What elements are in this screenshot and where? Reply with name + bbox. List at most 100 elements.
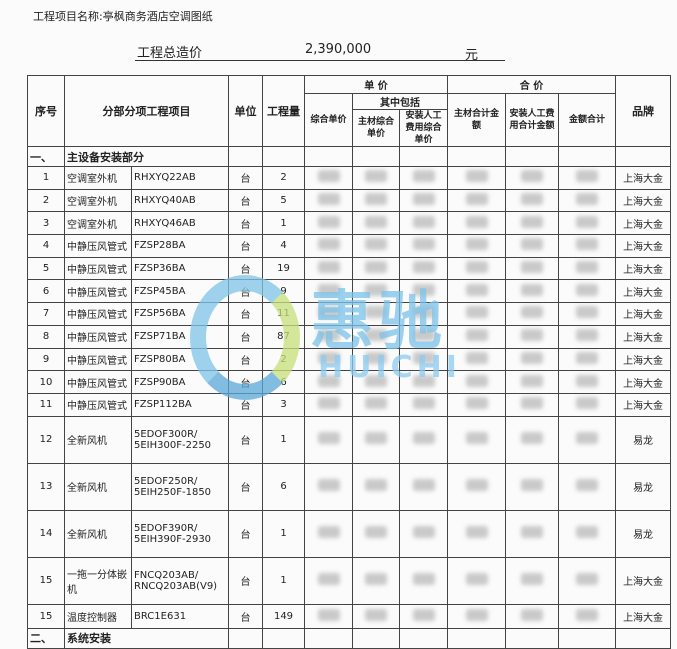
row-name: 全新风机 bbox=[64, 415, 132, 464]
header-composite-unit-price: 综合单价 bbox=[304, 93, 353, 147]
redacted-price bbox=[304, 324, 353, 349]
redacted-value bbox=[317, 306, 340, 319]
redacted-value bbox=[576, 374, 599, 387]
section-seq: 一、 bbox=[27, 146, 65, 167]
redacted-price bbox=[558, 279, 617, 304]
section-title: 主设备安装部分 bbox=[64, 146, 229, 167]
row-unit: 台 bbox=[228, 188, 263, 213]
redacted-value bbox=[412, 193, 435, 206]
row-seq: 7 bbox=[27, 302, 65, 326]
redacted-value bbox=[521, 573, 544, 586]
redacted-value bbox=[465, 351, 488, 364]
redacted-value bbox=[521, 374, 544, 387]
row-unit: 台 bbox=[228, 279, 263, 304]
header-material-unit-price: 主材综合单价 bbox=[352, 109, 400, 147]
redacted-value bbox=[521, 283, 544, 296]
project-name: 工程项目名称:亭枫商务酒店空调图纸 bbox=[33, 10, 213, 23]
redacted-price bbox=[304, 279, 353, 304]
redacted-price bbox=[505, 279, 560, 304]
redacted-value bbox=[521, 306, 544, 319]
row-unit: 台 bbox=[228, 462, 263, 511]
redacted-value bbox=[412, 170, 435, 183]
row-brand: 上海大金 bbox=[615, 370, 672, 394]
redacted-price bbox=[304, 603, 353, 629]
table-row: 5 中静压风管式 FZSP36BA 台 19 上海大金 bbox=[27, 256, 672, 281]
row-brand: 上海大金 bbox=[615, 234, 672, 258]
redacted-value bbox=[317, 351, 340, 364]
redacted-price bbox=[558, 462, 617, 511]
row-seq: 14 bbox=[27, 509, 65, 558]
redacted-value bbox=[576, 306, 599, 319]
redacted-price bbox=[447, 392, 507, 417]
redacted-value bbox=[365, 261, 387, 274]
row-unit: 台 bbox=[228, 324, 263, 349]
redacted-price bbox=[505, 603, 560, 629]
redacted-price bbox=[558, 347, 617, 372]
redacted-price bbox=[505, 324, 560, 349]
row-brand: 上海大金 bbox=[615, 256, 672, 281]
redacted-price bbox=[505, 234, 560, 258]
redacted-value bbox=[317, 215, 340, 228]
redacted-price bbox=[352, 392, 400, 417]
redacted-value bbox=[521, 608, 544, 621]
redacted-value bbox=[412, 479, 435, 492]
redacted-value bbox=[317, 261, 340, 274]
redacted-price bbox=[558, 188, 617, 213]
row-qty: 6 bbox=[262, 370, 305, 394]
redacted-price bbox=[447, 188, 507, 213]
row-brand: 上海大金 bbox=[615, 211, 672, 236]
redacted-price bbox=[398, 347, 449, 372]
redacted-price bbox=[398, 302, 449, 326]
table-row: 6 中静压风管式 FZSP45BA 台 9 上海大金 bbox=[27, 279, 672, 304]
redacted-price bbox=[398, 603, 449, 629]
redacted-price bbox=[398, 211, 449, 236]
redacted-price bbox=[398, 256, 449, 281]
row-brand: 易龙 bbox=[615, 509, 672, 558]
row-seq: 2 bbox=[27, 188, 65, 213]
redacted-value bbox=[365, 283, 387, 296]
redacted-price bbox=[505, 462, 560, 511]
redacted-price bbox=[505, 347, 560, 372]
row-brand: 易龙 bbox=[615, 415, 672, 464]
row-qty: 1 bbox=[262, 211, 305, 236]
redacted-value bbox=[465, 170, 488, 183]
redacted-price bbox=[398, 324, 449, 349]
table-row: 3 空调室外机 RHXYQ46AB 台 1 上海大金 bbox=[27, 211, 672, 236]
redacted-value bbox=[521, 329, 544, 342]
redacted-price bbox=[558, 370, 617, 394]
redacted-price bbox=[447, 347, 507, 372]
redacted-price bbox=[352, 509, 400, 558]
redacted-value bbox=[317, 608, 340, 621]
row-seq: 4 bbox=[27, 234, 65, 258]
redacted-value bbox=[521, 215, 544, 228]
redacted-price bbox=[505, 415, 560, 464]
row-name: 中静压风管式 bbox=[64, 392, 132, 417]
redacted-value bbox=[576, 261, 599, 274]
redacted-value bbox=[465, 374, 488, 387]
redacted-price bbox=[304, 462, 353, 511]
redacted-price bbox=[447, 462, 507, 511]
row-unit: 台 bbox=[228, 302, 263, 326]
redacted-value bbox=[317, 526, 340, 539]
row-model: RHXYQ40AB bbox=[131, 188, 229, 213]
redacted-value bbox=[412, 306, 435, 319]
header-total-price: 合 价 bbox=[447, 75, 617, 94]
row-unit: 台 bbox=[228, 211, 263, 236]
row-qty: 4 bbox=[262, 234, 305, 258]
redacted-value bbox=[365, 573, 387, 586]
redacted-price bbox=[505, 392, 560, 417]
redacted-price bbox=[505, 188, 560, 213]
redacted-value bbox=[412, 238, 435, 251]
row-model: FZSP112BA bbox=[131, 392, 229, 417]
redacted-value bbox=[521, 261, 544, 274]
redacted-price bbox=[398, 370, 449, 394]
redacted-value bbox=[576, 526, 599, 539]
row-unit: 台 bbox=[228, 347, 263, 372]
row-brand: 上海大金 bbox=[615, 556, 672, 605]
row-model: 5EDOF300R/ 5EIH300F-2250 bbox=[131, 415, 229, 464]
redacted-value bbox=[365, 170, 387, 183]
header-material-total: 主材合计金额 bbox=[447, 93, 507, 147]
redacted-price bbox=[558, 166, 617, 190]
redacted-value bbox=[365, 608, 387, 621]
redacted-price bbox=[505, 211, 560, 236]
